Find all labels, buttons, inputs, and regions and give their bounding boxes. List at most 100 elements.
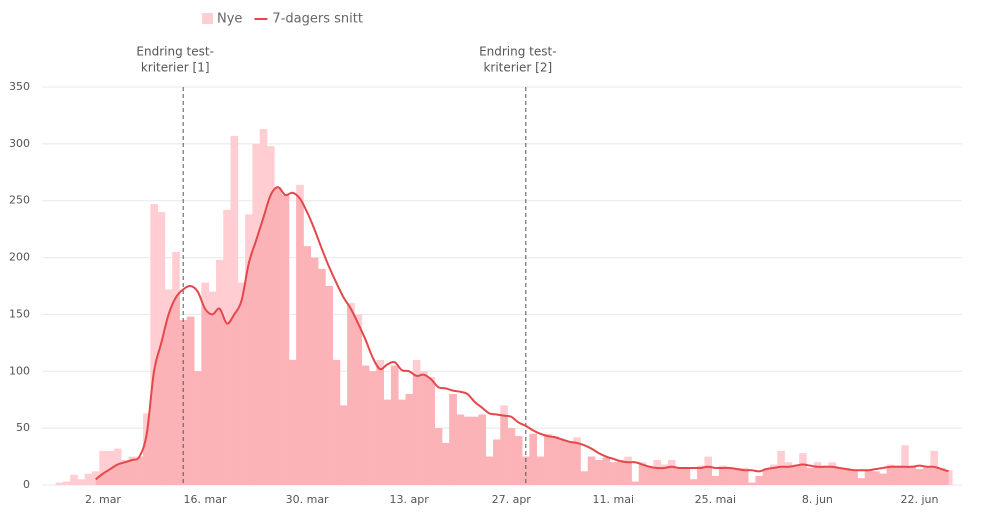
bar-shade [748, 482, 756, 485]
bar-shade [813, 462, 822, 485]
bar-shade [675, 467, 683, 485]
bar-shade [915, 469, 924, 485]
bar-shade [230, 187, 239, 485]
bar-shade [441, 442, 450, 485]
bar-shade [835, 467, 844, 485]
bar-shade [609, 462, 618, 485]
bar [230, 135, 239, 485]
bar-shade [536, 456, 545, 485]
bar [84, 473, 93, 485]
bar-shade [908, 465, 917, 485]
bar-shade [689, 479, 698, 485]
bar-shade [245, 214, 253, 485]
x-tick-label: 8. jun [802, 493, 833, 506]
annotation-text: Endring test- [479, 45, 556, 59]
bar-shade [325, 286, 333, 485]
bar-shade [172, 251, 180, 485]
bar-shade [791, 465, 800, 485]
bar-shade [318, 268, 326, 485]
annotation-text: Endring test- [136, 45, 213, 59]
bar-shade [558, 439, 567, 485]
bar-shade [551, 436, 559, 485]
bar-shade [259, 187, 268, 485]
y-tick-label: 0 [23, 478, 30, 491]
bar-shade [777, 450, 785, 485]
bar-shade [288, 359, 297, 485]
bar-shade [682, 469, 691, 485]
x-tick-label: 13. apr [390, 493, 430, 506]
bar-shade [186, 316, 195, 485]
bar [150, 204, 158, 485]
bar [944, 470, 953, 485]
bar-shade [500, 405, 508, 485]
bar-shade [267, 187, 275, 485]
bar [99, 450, 107, 485]
bar-shade [485, 456, 494, 485]
bar-shade [565, 441, 574, 485]
bar-shade [398, 399, 406, 485]
bar-shade [339, 405, 348, 485]
bar-shade [937, 467, 946, 485]
annotations: Endring test-kriterier [1] Endring test-k… [136, 45, 557, 485]
bar-shade [347, 303, 355, 485]
bar-shade [587, 456, 596, 485]
bar-shade [616, 459, 625, 485]
bar-shade [923, 467, 931, 485]
bar-shade [135, 456, 144, 485]
bar-shade [303, 246, 312, 485]
bar-shade [310, 257, 319, 485]
x-tick-label: 22. jun [900, 493, 938, 506]
bar-shade [522, 456, 530, 485]
bar-shade [376, 359, 384, 485]
bar-shade [420, 371, 428, 485]
bar-shade [718, 465, 727, 485]
annotation-text: kriterier [2] [483, 61, 552, 75]
bar-shade [383, 399, 392, 485]
bar-shade [660, 464, 669, 485]
bar-shade [208, 291, 217, 485]
legend-label: 7-dagers snitt [272, 12, 363, 27]
bar-shade [252, 187, 261, 485]
bar-shade [296, 187, 304, 485]
bar-shade [113, 448, 122, 485]
y-tick-label: 150 [9, 307, 30, 320]
bar-shade [879, 473, 887, 485]
bar [70, 474, 78, 485]
bar-shade [624, 456, 632, 485]
x-tick-label: 11. mai [593, 493, 635, 506]
bar-shade [704, 456, 712, 485]
bar-shade [770, 464, 778, 485]
bar-shade [201, 282, 209, 485]
y-tick-label: 50 [16, 421, 30, 434]
bar-shade [864, 470, 873, 485]
bar-shade [121, 459, 129, 485]
bar [77, 479, 86, 485]
y-tick-label: 100 [9, 364, 30, 377]
bar-shade [456, 414, 465, 485]
bar-shade [799, 453, 807, 485]
bar-shade [821, 465, 829, 485]
bar-shade [471, 416, 479, 485]
bar-shade [806, 467, 815, 485]
x-tick-label: 2. mar [85, 493, 121, 506]
bar-shade [354, 314, 363, 485]
bar-shade [237, 282, 246, 485]
bar-shade [784, 462, 793, 485]
bar-shade [930, 450, 938, 485]
bar-shade [194, 371, 202, 485]
bar-shade [427, 376, 435, 485]
bar-shade [857, 478, 866, 485]
bar-shade [412, 359, 421, 485]
bar-shade [595, 459, 603, 485]
bar-shade [128, 456, 137, 485]
lines [95, 186, 949, 481]
bar-shade [638, 462, 647, 485]
bar-shade [872, 471, 880, 485]
bar-shade [602, 457, 610, 485]
bar-shade [157, 212, 166, 485]
bar-shade [369, 371, 377, 485]
bar-shade [390, 365, 399, 485]
bar-shade [215, 259, 224, 485]
labels: 0 50 100 150 200 250 300 350 2. mar 16. mar 30. ma… [9, 80, 938, 506]
